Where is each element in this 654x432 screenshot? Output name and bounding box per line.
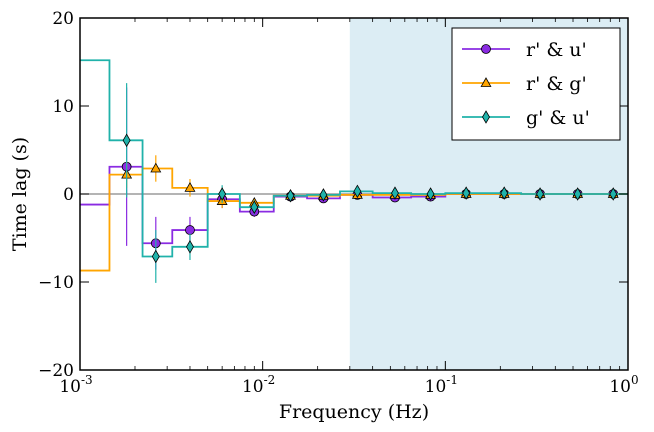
legend-box [451, 27, 621, 141]
marker-diamond [218, 187, 227, 201]
x-tick-label: 10-1 [425, 373, 458, 397]
marker-diamond [186, 240, 194, 254]
marker-diamond [151, 249, 160, 264]
x-tick-label: 10-3 [59, 373, 92, 397]
legend-entry: r' & g' [462, 73, 587, 95]
marker-diamond [250, 200, 259, 214]
marker-triangle [480, 77, 492, 87]
marker-triangle [184, 182, 196, 192]
marker-diamond [609, 187, 618, 201]
y-tick-label: −20 [38, 361, 74, 381]
legend-label: g' & u' [526, 107, 590, 129]
legend-label: r' & u' [526, 39, 587, 61]
legend: r' & u' r' & g' g' & u' [451, 27, 621, 141]
marker-diamond [122, 133, 131, 148]
x-tick-label: 10-2 [242, 373, 275, 397]
marker-diamond [426, 187, 435, 201]
marker-diamond [536, 187, 545, 201]
marker-circle [185, 225, 195, 235]
marker-circle [481, 44, 491, 54]
x-tick-label: 100 [609, 373, 638, 397]
y-tick-label: −10 [38, 273, 74, 293]
marker-diamond [500, 186, 509, 200]
marker-diamond [391, 186, 399, 200]
series-3 [80, 59, 628, 283]
marker-diamond [482, 110, 490, 124]
y-tick-label: 20 [52, 9, 74, 29]
y-axis-title: Time lag (s) [9, 137, 31, 251]
marker-diamond [353, 184, 362, 199]
marker-diamond [319, 188, 328, 202]
marker-diamond [286, 188, 295, 203]
legend-entry: g' & u' [462, 107, 590, 129]
marker-diamond [462, 186, 471, 200]
series-step-line [80, 59, 628, 258]
y-tick-label: 0 [63, 185, 74, 205]
tick-layer: 10-3 10-2 10-1 100 −20 −10 0 10 20 [38, 9, 639, 397]
legend-entry: r' & u' [462, 39, 587, 61]
y-tick-label: 10 [52, 97, 74, 117]
marker-diamond [573, 187, 582, 201]
marker-triangle [150, 162, 162, 173]
series-layer [80, 59, 628, 283]
legend-label: r' & g' [526, 73, 587, 95]
x-axis-title: Frequency (Hz) [279, 401, 429, 423]
